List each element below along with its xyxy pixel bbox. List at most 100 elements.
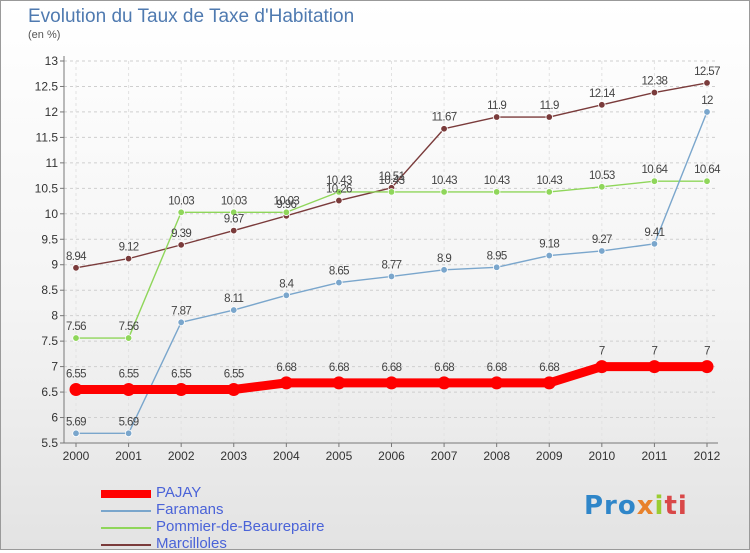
data-point: [598, 101, 606, 109]
data-point: [650, 240, 659, 248]
data-label: 8.95: [487, 250, 507, 262]
data-point: [703, 177, 711, 185]
x-tick-labels: 2000 2001 2002 2003 2004 2005 2006 2007 2008 2009…: [63, 449, 721, 463]
data-point: [335, 188, 343, 196]
data-label: 10.26: [326, 184, 352, 196]
data-label: 10.43: [536, 175, 562, 187]
legend-label: Faramans: [156, 501, 224, 518]
legend-swatch: [101, 510, 151, 512]
data-label: 7: [652, 346, 658, 358]
data-label: 8.77: [382, 259, 402, 271]
data-label: 10.64: [694, 164, 721, 176]
data-label: 6.55: [119, 369, 139, 381]
x-tick-label: 2010: [588, 449, 615, 463]
data-label: 7.56: [119, 321, 139, 333]
logo-part-1: Pro: [584, 491, 637, 521]
data-label: 8.11: [224, 293, 243, 305]
data-label: 9.96: [276, 199, 296, 211]
data-point: [279, 376, 293, 390]
x-tick-label: 2005: [326, 449, 353, 463]
data-point: [72, 429, 80, 438]
legend-label: Marcilloles: [156, 535, 227, 552]
data-point: [332, 376, 346, 390]
y-tick-label: 13: [45, 54, 59, 68]
data-label: 8.4: [279, 278, 294, 290]
data-point: [490, 376, 504, 390]
data-label: 9.39: [171, 228, 191, 240]
data-label: 11.9: [540, 100, 559, 112]
data-label: 6.68: [276, 362, 296, 374]
data-point: [703, 108, 711, 116]
data-point: [387, 188, 396, 196]
data-point: [440, 266, 448, 274]
data-label: 12: [701, 95, 713, 107]
data-point: [545, 113, 553, 121]
y-tick-label: 12.5: [35, 79, 59, 93]
data-label: 9.27: [592, 234, 612, 246]
x-tick-label: 2002: [168, 449, 195, 463]
legend-swatch: [101, 490, 151, 498]
data-point: [650, 88, 659, 97]
data-point: [440, 188, 448, 196]
data-point: [437, 376, 451, 390]
proxiti-logo: Proxiti: [584, 491, 688, 521]
data-point: [72, 264, 80, 272]
data-label: 5.69: [66, 416, 86, 428]
data-point: [703, 79, 711, 87]
data-label: 9.12: [119, 242, 139, 254]
chart-title: Evolution du Taux de Taxe d'Habitation: [28, 6, 355, 27]
data-point: [440, 125, 448, 133]
logo-part-3: i: [654, 491, 665, 521]
x-tick-label: 2003: [220, 449, 247, 463]
data-point: [230, 306, 238, 314]
data-point: [122, 383, 136, 397]
data-label: 6.68: [487, 362, 507, 374]
data-point: [595, 360, 609, 374]
data-label: 9.41: [644, 227, 664, 239]
data-point: [69, 383, 83, 397]
x-tick-label: 2011: [642, 449, 668, 463]
data-label: 6.55: [66, 369, 86, 381]
data-point: [545, 188, 553, 196]
data-point: [124, 334, 133, 342]
data-label: 8.9: [437, 253, 451, 265]
x-tick-label: 2009: [536, 449, 563, 463]
x-tick-label: 2006: [378, 449, 405, 463]
data-label: 10.43: [326, 175, 352, 187]
y-tick-label: 8.5: [41, 283, 58, 297]
data-label: 7: [704, 346, 710, 358]
data-label: 10.51: [379, 171, 405, 183]
data-labels-layer: 6.55 6.55 6.55 6.55 6.68 6.68 6.68 6.68 6.68 6.68…: [66, 66, 722, 428]
data-point: [545, 251, 553, 260]
data-point: [335, 196, 343, 205]
y-tick-label: 6.5: [41, 385, 58, 399]
data-label: 6.55: [224, 369, 244, 381]
data-point: [598, 247, 606, 255]
data-label: 7.56: [66, 321, 86, 333]
data-point: [230, 208, 238, 216]
data-label: 11.67: [432, 112, 457, 124]
y-tick-label: 12: [45, 105, 59, 119]
data-label: 7.87: [171, 305, 191, 317]
y-tick-label: 9: [51, 258, 58, 272]
y-tick-label: 5.5: [41, 436, 58, 450]
legend-swatch: [101, 527, 151, 529]
data-label: 6.68: [329, 362, 349, 374]
data-label: 8.94: [66, 251, 87, 263]
x-tick-label: 2004: [273, 449, 300, 463]
data-label: 12.14: [589, 88, 616, 100]
data-label: 12.38: [642, 76, 668, 88]
data-label: 9.18: [539, 239, 559, 251]
data-label: 10.43: [431, 175, 457, 187]
data-point: [492, 188, 501, 196]
y-tick-label: 10.5: [35, 181, 59, 195]
data-point: [542, 376, 556, 390]
data-label: 10.53: [589, 170, 615, 182]
data-point: [385, 376, 398, 390]
x-tick-label: 2000: [63, 449, 90, 463]
data-point: [492, 113, 501, 121]
y-tick-label: 7.5: [41, 334, 58, 348]
y-tick-label: 7: [51, 360, 58, 374]
